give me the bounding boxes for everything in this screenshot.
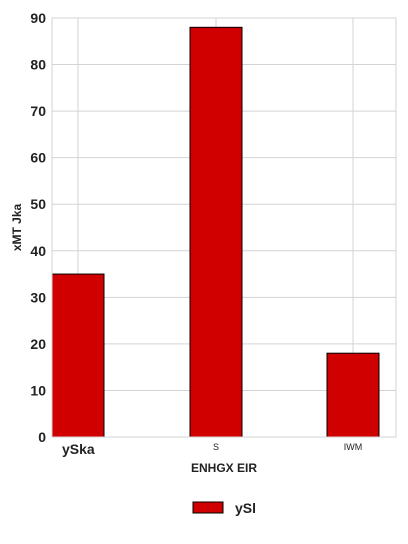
y-tick-label: 60 xyxy=(30,150,46,166)
y-tick-label: 70 xyxy=(30,103,46,119)
y-tick-label: 20 xyxy=(30,336,46,352)
y-tick-label: 30 xyxy=(30,289,46,305)
bar-yska xyxy=(51,273,105,438)
bar-iwm xyxy=(326,352,380,438)
x-axis-title: ENHGX EIR xyxy=(191,461,257,475)
y-tick-label: 10 xyxy=(30,382,46,398)
legend: ySl xyxy=(192,500,256,516)
legend-swatch xyxy=(192,501,224,514)
x-tick-label: S xyxy=(213,442,219,452)
plot-border xyxy=(51,17,397,438)
x-tick-label: ySka xyxy=(62,441,95,457)
y-tick-label: 90 xyxy=(30,10,46,26)
x-tick-label: IWM xyxy=(344,442,363,452)
y-tick-label: 40 xyxy=(30,243,46,259)
bar-s xyxy=(189,26,243,438)
x-axis-ticks: ySka S IWM xyxy=(62,441,362,457)
y-tick-label: 50 xyxy=(30,196,46,212)
y-axis-title: xMT Jka xyxy=(10,203,24,251)
y-tick-label: 0 xyxy=(38,429,46,445)
legend-label: ySl xyxy=(235,500,256,516)
y-axis-ticks: 0 10 20 30 40 50 60 70 80 90 xyxy=(30,10,46,445)
y-tick-label: 80 xyxy=(30,57,46,73)
plot-frame xyxy=(51,17,397,438)
bars xyxy=(51,26,380,438)
